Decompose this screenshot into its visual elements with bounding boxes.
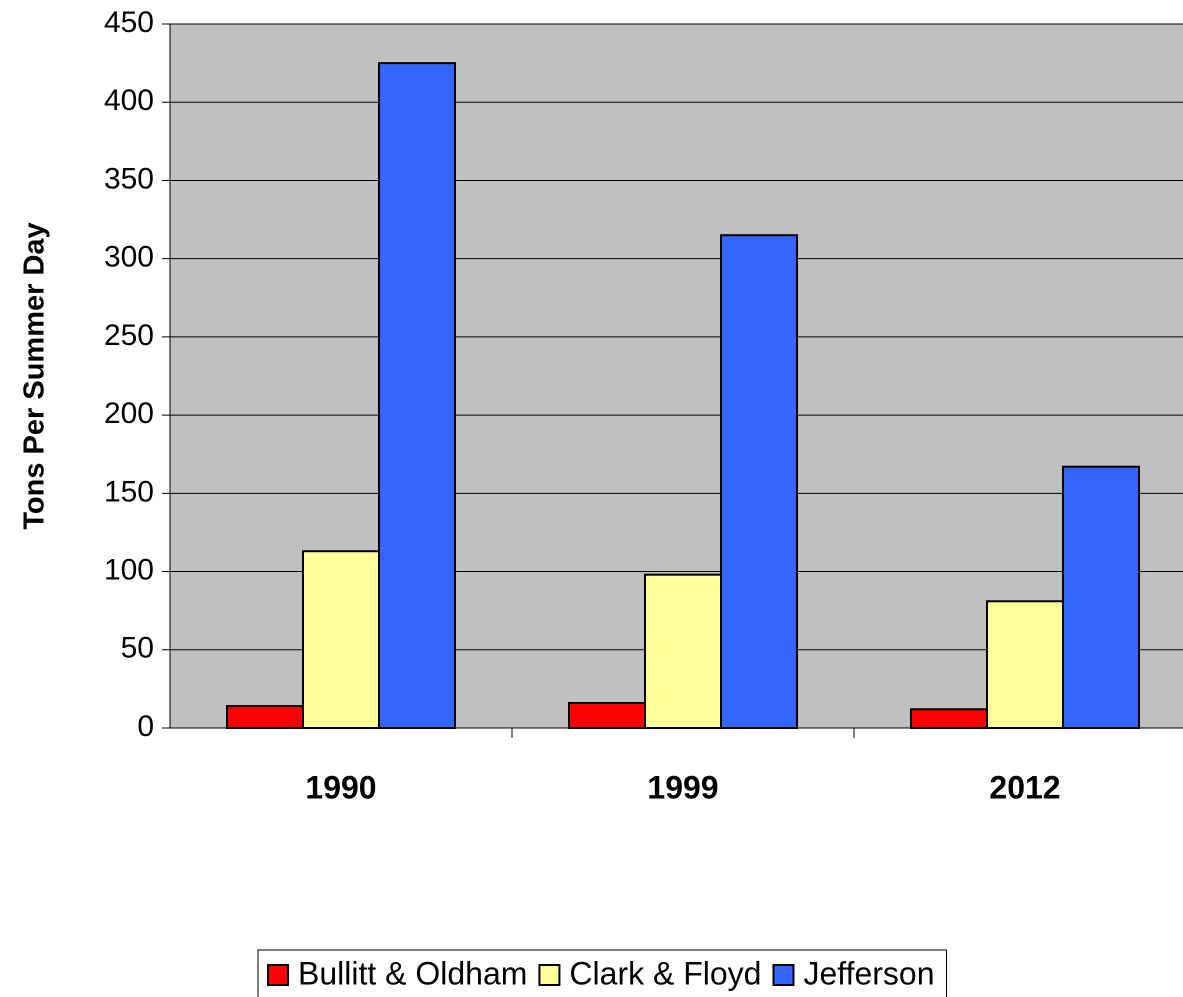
x-tick-label: 1990 [305,769,376,805]
legend-label: Clark & Floyd [569,955,761,991]
y-tick-label: 400 [104,84,154,117]
y-tick-label: 150 [104,475,154,508]
x-tick-label: 2012 [989,769,1060,805]
bar [226,705,304,729]
bar [1062,465,1140,729]
bar [910,708,988,730]
bar [568,701,646,729]
legend-label: Bullitt & Oldham [298,955,527,991]
legend-swatch [538,964,561,986]
legend-swatch [267,964,289,986]
y-tick-label: 100 [104,553,154,586]
legend-label: Jefferson [803,955,934,991]
bar [644,573,722,729]
bar [720,234,798,729]
bar [302,550,380,729]
y-tick-label: 0 [137,710,154,743]
y-tick-label: 300 [104,241,154,274]
bar [378,62,456,730]
x-tick-label: 1999 [647,769,718,805]
y-tick-label: 450 [104,6,154,39]
y-tick-label: 50 [121,632,154,665]
legend-swatch [772,964,795,986]
y-tick-label: 200 [104,397,154,430]
y-tick-label: 250 [104,319,154,352]
y-axis-label: Tons Per Summer Day [19,222,51,529]
legend [257,949,948,997]
bar [986,600,1064,730]
y-tick-label: 350 [104,162,154,195]
